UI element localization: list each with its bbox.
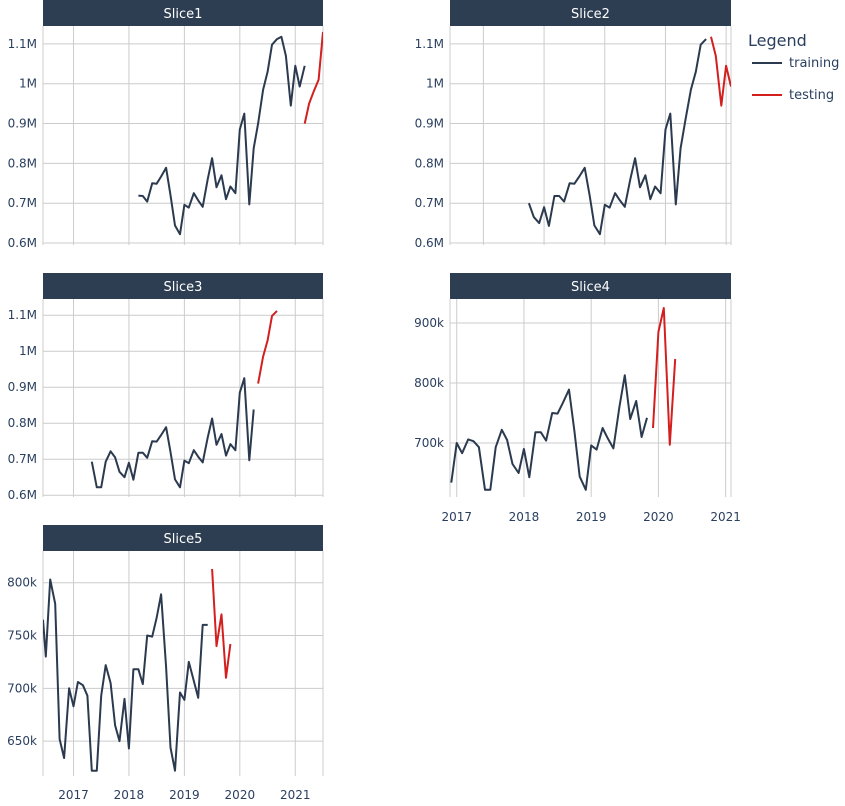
legend[interactable]: Legend training testing [748, 31, 839, 103]
y-tick-label: 0.7M [8, 452, 37, 466]
series-line-testing [303, 31, 323, 124]
series-line-training [527, 38, 707, 236]
series-line-training [43, 578, 208, 772]
y-tick-label: 1.1M [8, 37, 37, 51]
series-line-testing [257, 310, 278, 384]
facet-title: Slice1 [164, 7, 203, 22]
series-line-testing [710, 36, 731, 107]
facet-strip [43, 525, 323, 551]
legend-title: Legend [748, 31, 807, 50]
x-tick-label: 2018 [509, 510, 540, 524]
y-tick-label: 0.7M [415, 196, 444, 210]
y-tick-label: 0.9M [415, 117, 444, 131]
y-tick-label: 0.8M [415, 156, 444, 170]
y-tick-label: 900k [414, 316, 444, 330]
y-tick-label: 0.6M [415, 236, 444, 250]
facet-title: Slice3 [164, 280, 203, 295]
y-tick-label: 0.9M [8, 117, 37, 131]
facet-panel-1: Slice1 0.6M 0.7M 0.8M 0.9M 1M 1.1M [8, 0, 324, 250]
y-tick-label: 1.1M [415, 37, 444, 51]
legend-label-training: training [789, 56, 839, 71]
x-tick-label: 2019 [169, 788, 200, 802]
y-tick-label: 0.6M [8, 488, 37, 502]
y-tick-label: 700k [7, 681, 37, 695]
facet-panel-5: Slice5 650k 700k 750k 800k 2017 2018 2019 2020 20… [7, 525, 324, 802]
y-tick-label: 0.8M [8, 416, 37, 430]
facet-title: Slice4 [571, 280, 610, 295]
facet-panel-4: Slice4 700k 800k 900k 2017 2018 2019 2020 2021 [414, 273, 741, 524]
x-tick-label: 2021 [710, 510, 741, 524]
series-line-testing [652, 307, 677, 446]
facet-panel-2: Slice2 0.6M 0.7M 0.8M 0.9M 1M 1.1M [415, 0, 732, 250]
x-tick-label: 2020 [643, 510, 674, 524]
x-tick-label: 2017 [58, 788, 89, 802]
y-tick-label: 0.7M [8, 196, 37, 210]
y-tick-label: 0.9M [8, 380, 37, 394]
legend-label-testing: testing [789, 88, 834, 103]
series-line-testing [211, 568, 232, 679]
y-tick-label: 1M [19, 344, 37, 358]
y-tick-label: 800k [7, 576, 37, 590]
facet-strip [43, 273, 323, 299]
y-tick-label: 1M [426, 77, 444, 91]
x-tick-label: 2019 [576, 510, 607, 524]
series-line-training [138, 35, 306, 236]
facet-panel-3: Slice3 0.6M 0.7M 0.8M 0.9M 1M 1.1M [8, 273, 324, 502]
y-tick-label: 0.8M [8, 156, 37, 170]
facet-title: Slice5 [164, 532, 203, 547]
series-line-training [90, 377, 255, 489]
y-tick-label: 1.1M [8, 308, 37, 322]
y-tick-label: 0.6M [8, 236, 37, 250]
y-tick-label: 1M [19, 77, 37, 91]
series-line-training [450, 374, 648, 491]
y-tick-label: 650k [7, 734, 37, 748]
facet-strip [450, 273, 731, 299]
facet-strip [450, 0, 731, 26]
x-tick-label: 2020 [225, 788, 256, 802]
x-tick-label: 2021 [280, 788, 311, 802]
x-tick-label: 2017 [441, 510, 472, 524]
y-tick-label: 750k [7, 629, 37, 643]
chart-panels: Slice1 0.6M 0.7M 0.8M 0.9M 1M 1.1M Slice2 0.6M 0.… [7, 0, 741, 802]
facet-strip [43, 0, 323, 26]
y-tick-label: 700k [414, 436, 444, 450]
facet-title: Slice2 [571, 7, 610, 22]
y-tick-label: 800k [414, 376, 444, 390]
x-tick-label: 2018 [114, 788, 145, 802]
